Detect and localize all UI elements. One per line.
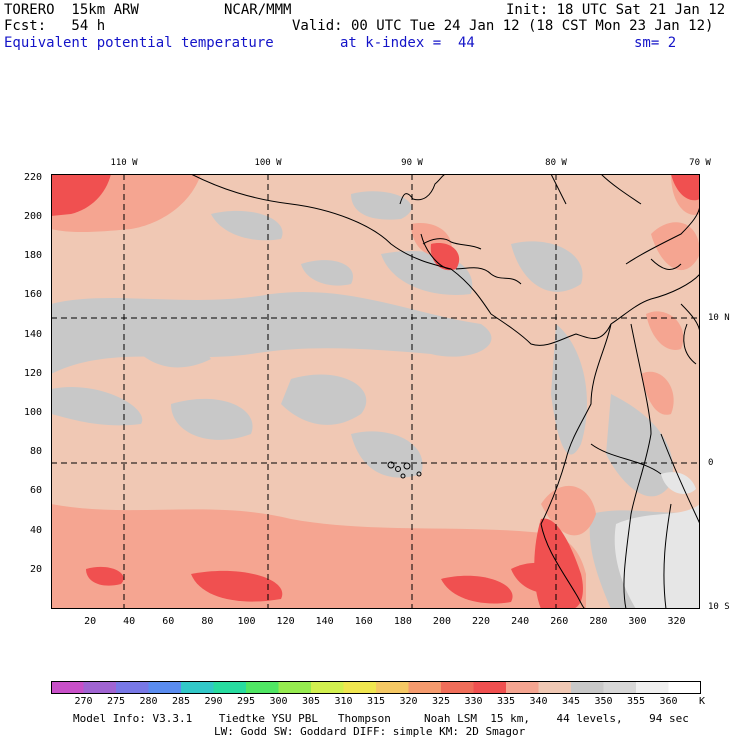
valid-time: Valid: 00 UTC Tue 24 Jan 12 (18 CST Mon … <box>292 18 714 34</box>
center-name: NCAR/MMM <box>224 2 292 18</box>
colorbar-segment <box>408 681 442 694</box>
colorbar-segment <box>311 681 344 694</box>
x-tick-label: 40 <box>123 616 136 627</box>
colorbar-label: 270 <box>74 696 93 707</box>
colorbar-label: 300 <box>269 696 288 707</box>
colorbar-label: 285 <box>171 696 191 707</box>
x-tick-label: 300 <box>628 616 647 627</box>
x-tick-label: 60 <box>162 616 175 627</box>
x-tick-label: 80 <box>201 616 214 627</box>
map-panel <box>51 174 700 609</box>
x-tick-label: 100 <box>237 616 256 627</box>
x-tick-label: 160 <box>354 616 373 627</box>
model-info-line2: LW: Godd SW: Goddard DIFF: simple KM: 2D… <box>214 725 526 738</box>
colorbar-segment <box>603 681 637 694</box>
smoothing-info: sm= 2 <box>634 35 677 51</box>
forecast-hour: Fcst: 54 h <box>4 18 106 34</box>
lat-label-10n: 10 N <box>708 313 730 323</box>
y-tick-label: 100 <box>23 407 42 419</box>
colorbar-segment <box>506 681 539 694</box>
colorbar-label: 345 <box>561 696 581 707</box>
colorbar-segment <box>571 681 604 694</box>
y-tick-label: 20 <box>29 563 42 575</box>
colorbar-segment <box>343 681 377 694</box>
colorbar-segment <box>51 681 84 694</box>
x-tick-label: 280 <box>589 616 608 627</box>
y-tick-label: 220 <box>23 171 42 183</box>
lon-label-70w: 70 W <box>689 158 711 168</box>
colorbar-label: 325 <box>431 696 451 707</box>
light-grey-regions <box>614 472 700 609</box>
lon-label-110w: 110 W <box>110 158 138 168</box>
colorbar-segment <box>473 681 507 694</box>
colorbar-unit: K <box>698 696 706 707</box>
colorbar-label: 340 <box>529 696 548 707</box>
colorbar-segment <box>148 681 182 694</box>
lon-label-80w: 80 W <box>545 158 567 168</box>
colorbar <box>51 681 701 694</box>
x-tick-label: 240 <box>511 616 530 627</box>
lat-label-10s: 10 S <box>708 602 730 612</box>
init-time: Init: 18 UTC Sat 21 Jan 12 <box>506 2 726 18</box>
colorbar-label: 320 <box>399 696 418 707</box>
x-tick-label: 120 <box>276 616 295 627</box>
y-tick-label: 80 <box>29 446 42 458</box>
colorbar-label: 335 <box>496 696 516 707</box>
y-tick-label: 60 <box>29 485 42 497</box>
field-name: Equivalent potential temperature <box>4 35 274 51</box>
x-tick-label: 320 <box>667 616 686 627</box>
colorbar-segment <box>246 681 279 694</box>
colorbar-label: 355 <box>626 696 646 707</box>
lon-label-100w: 100 W <box>254 158 282 168</box>
colorbar-segment <box>181 681 214 694</box>
model-info-line1: Model Info: V3.3.1 Tiedtke YSU PBL Thomp… <box>73 712 689 725</box>
colorbar-segment <box>376 681 409 694</box>
colorbar-label: 290 <box>204 696 223 707</box>
y-tick-label: 120 <box>23 367 42 379</box>
colorbar-segment <box>116 681 149 694</box>
colorbar-frame <box>51 681 701 694</box>
colorbar-segment <box>278 681 312 694</box>
colorbar-segment <box>668 681 701 694</box>
colorbar-segment <box>213 681 247 694</box>
x-tick-label: 260 <box>550 616 569 627</box>
y-tick-label: 40 <box>29 524 42 536</box>
colorbar-segment <box>636 681 669 694</box>
y-tick-label: 160 <box>23 289 42 301</box>
colorbar-label: 305 <box>301 696 321 707</box>
level-info: at k-index = 44 <box>340 35 475 51</box>
colorbar-label: 280 <box>139 696 158 707</box>
x-tick-label: 220 <box>472 616 491 627</box>
x-tick-label: 140 <box>315 616 334 627</box>
lon-label-90w: 90 W <box>401 158 423 168</box>
colorbar-segment <box>83 681 117 694</box>
lat-label-eq: 0 <box>708 458 714 468</box>
map-frame <box>51 174 700 609</box>
colorbar-label: 350 <box>594 696 613 707</box>
colorbar-label: 360 <box>659 696 678 707</box>
colorbar-label: 315 <box>366 696 386 707</box>
colorbar-label: 295 <box>236 696 256 707</box>
y-tick-label: 140 <box>23 328 42 340</box>
x-tick-label: 180 <box>393 616 412 627</box>
model-name: TORERO 15km ARW <box>4 2 139 18</box>
x-tick-label: 200 <box>432 616 451 627</box>
colorbar-label: 330 <box>464 696 483 707</box>
lat-lon-grid <box>51 174 700 609</box>
coastlines <box>190 174 700 609</box>
colorbar-segment <box>441 681 474 694</box>
colorbar-label: 310 <box>334 696 353 707</box>
y-tick-label: 180 <box>23 250 42 262</box>
colorbar-label: 275 <box>106 696 126 707</box>
x-tick-label: 20 <box>84 616 97 627</box>
y-tick-label: 200 <box>23 211 42 223</box>
colorbar-segment <box>538 681 572 694</box>
